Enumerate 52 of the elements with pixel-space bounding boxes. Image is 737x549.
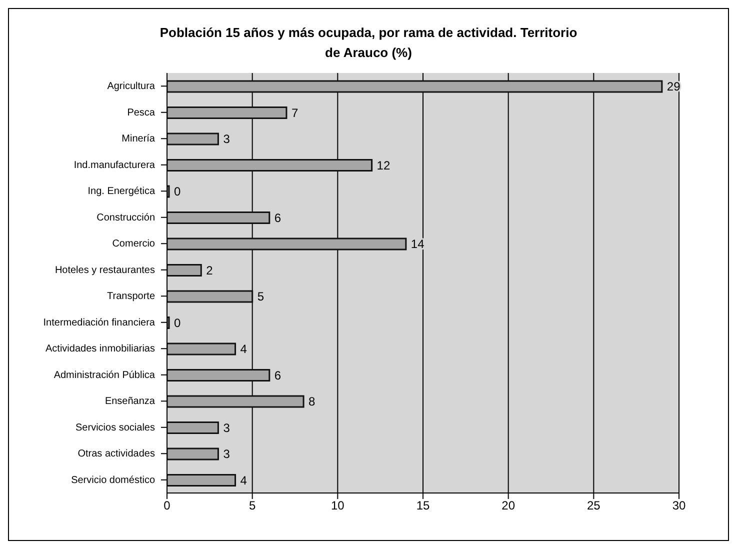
x-tick-label: 0 xyxy=(164,498,171,513)
x-tick-label: 10 xyxy=(330,498,345,513)
bar xyxy=(167,212,270,224)
y-tick-label: Ind.manufacturera xyxy=(74,160,156,171)
y-tick-label: Construcción xyxy=(96,212,155,224)
bar xyxy=(167,395,304,408)
y-tick-label: Ing. Energética xyxy=(88,186,156,198)
data-label: 8 xyxy=(308,394,316,408)
y-tick-label: Transporte xyxy=(107,291,156,302)
y-tick-label: Servicios sociales xyxy=(76,422,155,434)
y-tick-label: Minería xyxy=(122,134,156,145)
bar xyxy=(167,342,236,356)
x-tick-label: 5 xyxy=(248,498,256,513)
bar xyxy=(167,290,254,303)
y-tick-label: Hoteles y restaurantes xyxy=(54,264,155,276)
y-tick-label: Administración Pública xyxy=(54,370,156,381)
y-tick-label: Intermediación financiera xyxy=(43,317,156,328)
data-label: 4 xyxy=(240,473,248,488)
data-label: 3 xyxy=(223,132,230,146)
chart-title: Población 15 años y más ocupada, por rama de actividad. Territorio de Arauco (%) xyxy=(158,24,578,62)
bar xyxy=(167,448,219,460)
bar xyxy=(167,80,663,93)
y-tick-label: Agricultura xyxy=(107,81,156,92)
x-tick-label: 20 xyxy=(502,498,516,513)
x-tick-label: 15 xyxy=(416,498,430,513)
data-label: 5 xyxy=(257,290,264,304)
bar xyxy=(167,369,270,382)
bar xyxy=(167,264,202,276)
data-label: 12 xyxy=(376,158,390,172)
bar xyxy=(167,159,373,172)
data-label: 7 xyxy=(291,106,298,120)
data-label: 3 xyxy=(223,447,230,461)
bar xyxy=(167,106,288,119)
data-label: 6 xyxy=(274,210,282,225)
y-tick-label: Pesca xyxy=(127,107,156,118)
y-tick-label: Actividades inmobiliarias xyxy=(46,344,155,355)
x-tick-label: 25 xyxy=(586,498,601,513)
data-label: 0 xyxy=(174,184,181,198)
bar xyxy=(167,132,219,146)
data-label: 6 xyxy=(274,368,282,382)
bar xyxy=(167,422,219,434)
bar xyxy=(167,238,407,250)
bar xyxy=(167,474,236,486)
x-tick-label: 30 xyxy=(672,498,686,513)
data-label: 4 xyxy=(240,342,248,356)
y-tick-label: Comercio xyxy=(112,238,156,250)
y-tick-label: Servicio doméstico xyxy=(71,474,156,486)
y-tick-label: Otras actividades xyxy=(78,448,155,460)
y-tick-label: Enseñanza xyxy=(104,396,156,408)
data-label: 2 xyxy=(206,263,214,278)
data-label: 0 xyxy=(174,316,181,330)
data-label: 3 xyxy=(223,420,230,435)
